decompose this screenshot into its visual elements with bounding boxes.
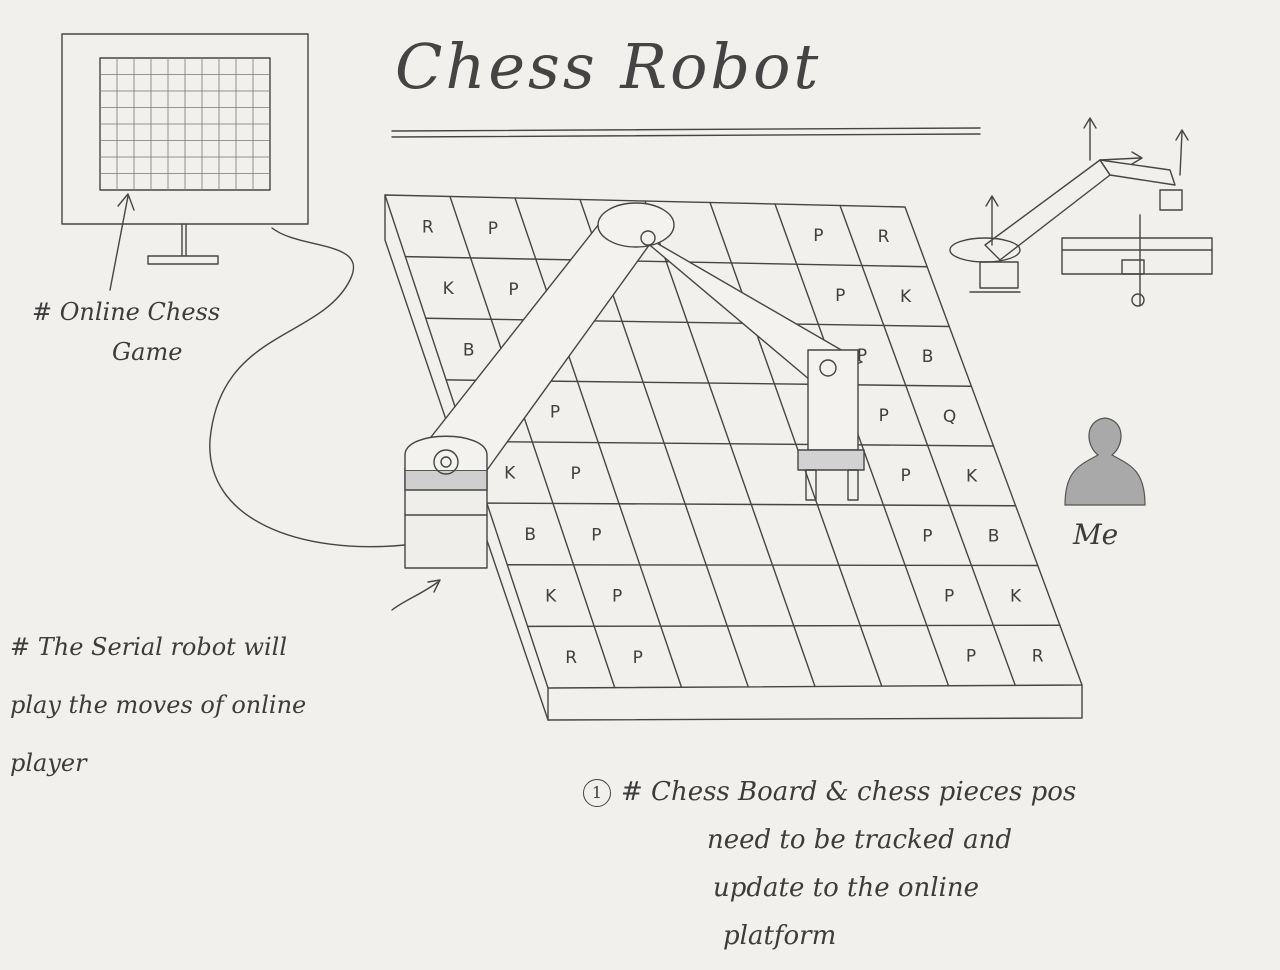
chess-piece-p: P — [966, 647, 976, 667]
serial-robot-arm — [404, 202, 865, 569]
chess-piece-p: P — [900, 466, 910, 486]
monitor-base — [147, 255, 219, 265]
tracking-note-line: # Chess Board & chess pieces pos — [621, 777, 1077, 807]
chess-piece-b: B — [988, 527, 1000, 547]
chess-piece-p: P — [944, 586, 954, 606]
board-grid-line — [774, 203, 950, 687]
serial-robot-note: # The Serial robot will play the moves o… — [10, 618, 306, 792]
robot-wrist — [807, 349, 859, 451]
robot-note-arrowhead — [427, 579, 441, 593]
board-grid-line — [709, 201, 883, 687]
chess-piece-b: B — [463, 341, 475, 361]
chess-piece-p: P — [488, 219, 498, 239]
board-grid-line — [839, 204, 1016, 687]
chess-piece-p: P — [879, 406, 889, 426]
robot-elbow-joint — [597, 202, 675, 248]
serial-robot-note-line: play the moves of online — [10, 691, 307, 719]
chess-piece-r: R — [878, 227, 890, 247]
chess-piece-p: P — [813, 226, 823, 246]
board-grid-line — [486, 502, 1017, 507]
board-grid — [404, 195, 1061, 689]
chess-board: R P P R K P P K B P B P P Q K P P K B P P B K P P K R P P R — [384, 194, 1083, 721]
chess-piece-q: Q — [943, 407, 956, 427]
chess-piece-p: P — [591, 525, 601, 545]
kinematic-link-2 — [1099, 159, 1176, 186]
chess-piece-p: P — [508, 280, 518, 300]
online-chess-grid — [99, 57, 271, 191]
chess-piece-p: P — [835, 286, 845, 306]
chess-piece-p: P — [571, 464, 581, 484]
serial-robot-note-line: # The Serial robot will — [10, 633, 288, 661]
person-icon — [1064, 417, 1146, 506]
chess-piece-p: P — [922, 526, 932, 546]
chess-piece-p: P — [550, 403, 560, 423]
person-label: Me — [1073, 518, 1119, 551]
tracking-note-line: update to the online — [713, 873, 980, 903]
kinematic-link-1 — [984, 159, 1111, 261]
online-game-note-line: Game — [112, 338, 183, 366]
note-number-marker: 1 — [583, 779, 611, 807]
chess-piece-p: P — [857, 346, 867, 366]
chess-piece-r: R — [565, 648, 577, 668]
robot-gripper-left — [805, 469, 817, 501]
monitor — [61, 33, 309, 291]
chess-piece-b: B — [524, 525, 536, 545]
board-pieces: R P P R K P P K B P B P P Q K P P K B P P B K P P K R P P R — [422, 218, 1044, 669]
board-grid-line — [526, 624, 1061, 628]
robot-note-arrow — [391, 581, 439, 611]
online-game-note-line: # Online Chess — [32, 298, 221, 326]
kinematic-diagram — [949, 117, 1213, 307]
chess-piece-b: B — [922, 347, 934, 367]
online-game-arrow — [109, 195, 129, 291]
chess-piece-k: K — [1010, 586, 1022, 606]
board-grid-line — [465, 440, 995, 447]
kinematic-side-view — [1061, 237, 1213, 275]
robot-gripper-right — [847, 469, 859, 501]
chess-piece-k: K — [545, 587, 557, 607]
chess-piece-r: R — [422, 218, 434, 238]
chess-piece-k: K — [966, 467, 978, 487]
online-game-note: # Online Chess Game — [32, 292, 220, 372]
chess-piece-k: K — [504, 464, 516, 484]
serial-robot-note-line: player — [10, 749, 87, 777]
chess-piece-p: P — [612, 587, 622, 607]
board-grid-line — [506, 564, 1039, 567]
tracking-note-line: platform — [723, 921, 837, 951]
page-title: Chess Robot — [395, 30, 822, 103]
usb-cable — [209, 227, 406, 548]
tracking-note-line: need to be tracked and — [707, 825, 1012, 855]
chess-piece-r: R — [1032, 646, 1044, 666]
tracking-note: 1 # Chess Board & chess pieces pos need t… — [583, 768, 1076, 960]
chess-piece-k: K — [443, 279, 455, 299]
chess-piece-k: K — [900, 287, 912, 307]
chess-piece-p: P — [633, 648, 643, 668]
robot-shoulder-joint — [433, 449, 459, 475]
title-underline — [391, 127, 981, 138]
